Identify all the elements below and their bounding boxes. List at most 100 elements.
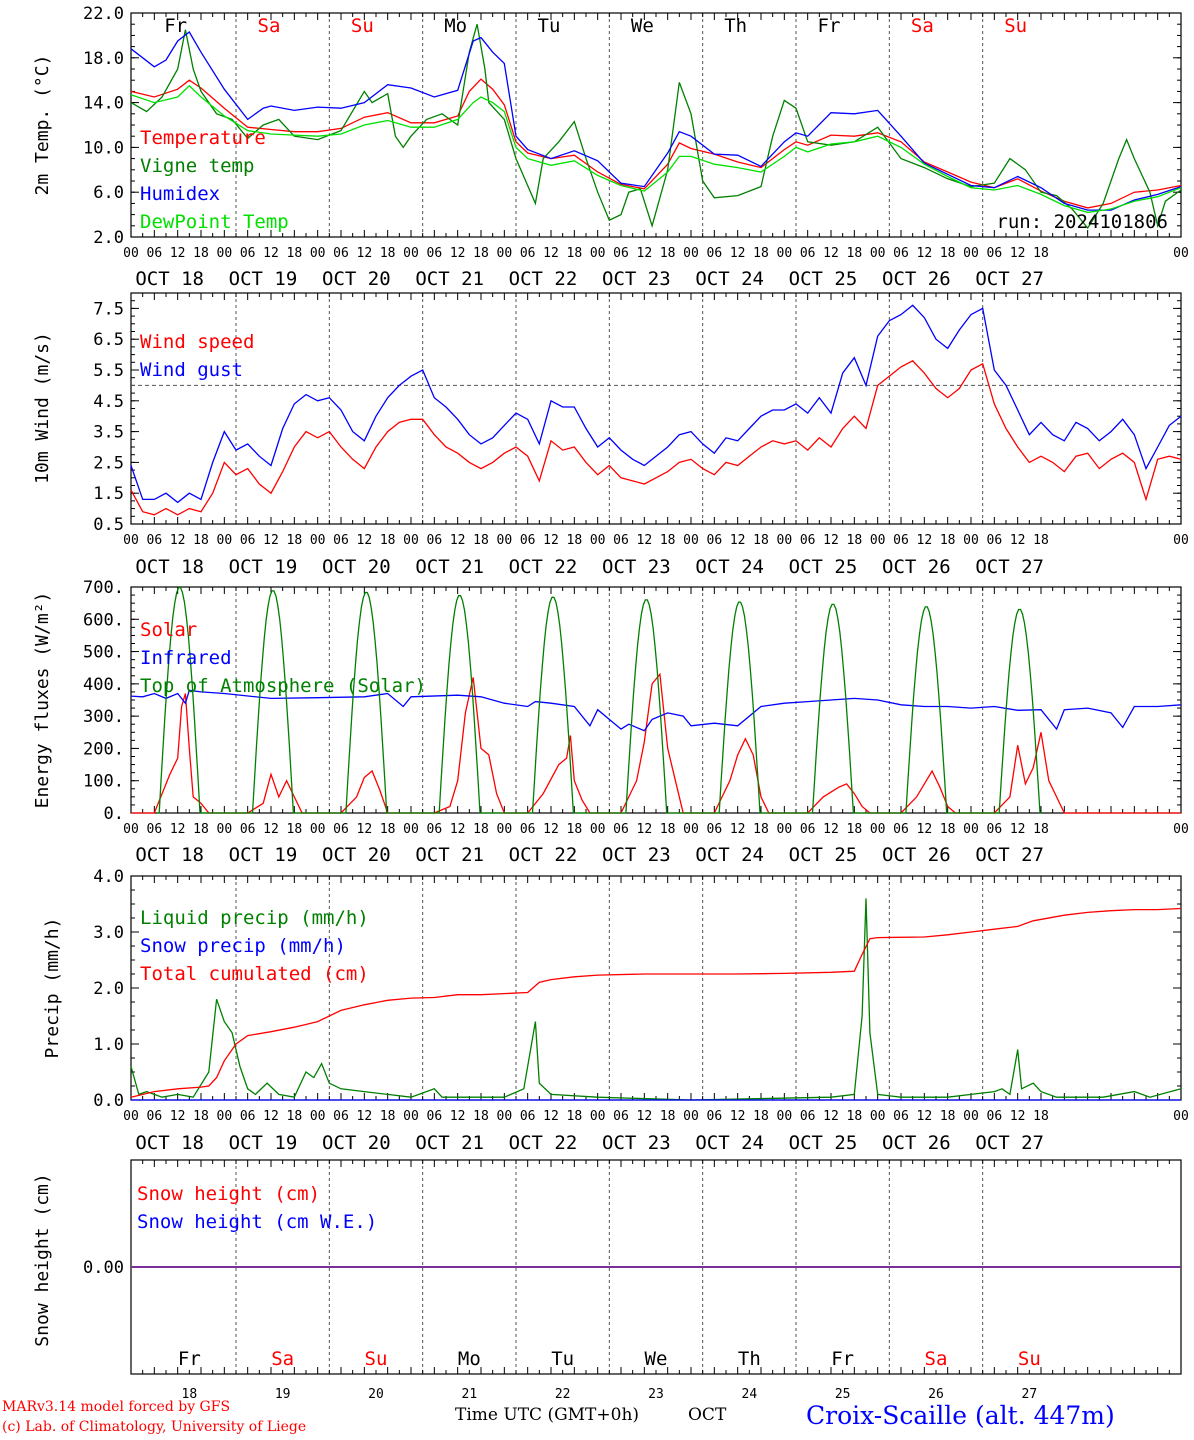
hour-label: 06: [427, 533, 443, 548]
hour-label: 00: [403, 822, 419, 837]
hour-label: 18: [380, 822, 396, 837]
hour-label: 12: [917, 533, 933, 548]
hour-label: 18: [193, 533, 209, 548]
legend-entry: Wind speed: [140, 331, 254, 353]
plot-frame: [130, 292, 1182, 525]
legend-entry: Snow height (cm W.E.): [137, 1211, 377, 1233]
legend-entry: Infrared: [140, 647, 232, 669]
hour-label: 12: [170, 1109, 186, 1124]
hour-label: 18: [567, 533, 583, 548]
hour-label: 12: [357, 246, 373, 261]
date-label: OCT 24: [695, 844, 764, 866]
hour-label: 12: [730, 533, 746, 548]
y-tick-label: 3.0: [93, 923, 124, 943]
hour-label: 18: [940, 246, 956, 261]
hour-label: 00: [403, 533, 419, 548]
y-tick-label: 700.: [83, 578, 124, 598]
hour-label: 18: [940, 1109, 956, 1124]
hour-label: 18: [753, 1109, 769, 1124]
hour-label: 18: [193, 822, 209, 837]
hour-label: 18: [660, 822, 676, 837]
date-label: OCT 21: [415, 556, 484, 578]
y-tick-label: 18.0: [83, 49, 124, 69]
hour-label: 18: [940, 533, 956, 548]
hour-label: 06: [147, 822, 163, 837]
hour-label: 12: [637, 246, 653, 261]
day-name: Th: [738, 1348, 761, 1370]
hour-label: 00: [590, 822, 606, 837]
day-number: 24: [742, 1387, 758, 1402]
hour-label: 12: [1010, 822, 1026, 837]
hour-label: 18: [287, 246, 303, 261]
panel-1: 2.0 6.0 10.0 14.0 18.0 22.0 2m Temp. (°C) 00 06 1…: [32, 4, 1189, 290]
hour-label: 18: [567, 1109, 583, 1124]
hour-label: 12: [450, 533, 466, 548]
day-name: Tu: [538, 15, 561, 37]
series-line: [130, 78, 1182, 209]
hour-label: 12: [263, 246, 279, 261]
hour-label: 00: [683, 533, 699, 548]
y-tick-label: 5.5: [93, 361, 124, 381]
day-name: Fr: [831, 1348, 854, 1370]
date-label: OCT 22: [509, 268, 578, 290]
legend-entry: Top of Atmosphere (Solar): [140, 675, 426, 697]
date-label: OCT 21: [415, 268, 484, 290]
hour-label: 00: [590, 533, 606, 548]
y-tick-label: 0.00: [83, 1258, 124, 1278]
day-name: Mo: [444, 15, 467, 37]
model-credit: MARv3.14 model forced by GFS: [2, 1399, 231, 1415]
hour-label: 00: [870, 246, 886, 261]
hour-label: 00: [123, 1109, 139, 1124]
day-name: Sa: [925, 1348, 948, 1370]
hour-label: 00: [497, 246, 513, 261]
hour-label: 06: [520, 822, 536, 837]
hour-label: 00: [403, 1109, 419, 1124]
day-name: Tu: [551, 1348, 574, 1370]
run-label: run: 2024101806: [996, 211, 1168, 233]
hour-label: 18: [287, 533, 303, 548]
hour-label: 06: [520, 246, 536, 261]
hour-label: 18: [660, 246, 676, 261]
hour-label: 12: [1010, 246, 1026, 261]
date-label: OCT 27: [975, 556, 1044, 578]
hour-label: 18: [567, 246, 583, 261]
hour-label: 12: [263, 1109, 279, 1124]
panel-4: 0.0 1.0 2.0 3.0 4.0 Precip (mm/h) 00 06 12 18 OCT …: [42, 867, 1189, 1154]
hour-label: 18: [753, 822, 769, 837]
legend-entry: Liquid precip (mm/h): [140, 907, 369, 929]
hour-label: 06: [707, 822, 723, 837]
hour-label: 12: [170, 533, 186, 548]
y-tick-label: 14.0: [83, 94, 124, 114]
hour-label: 06: [613, 1109, 629, 1124]
hour-label: 12: [543, 822, 559, 837]
hour-label: 12: [637, 533, 653, 548]
hour-label: 18: [847, 533, 863, 548]
y-axis-label: 10m Wind (m/s): [32, 332, 53, 484]
y-tick-label: 0.5: [93, 515, 124, 535]
hour-label: 00: [683, 1109, 699, 1124]
hour-label: 00: [497, 533, 513, 548]
hour-label: 12: [543, 533, 559, 548]
day-name: We: [645, 1348, 668, 1370]
hour-label: 06: [893, 246, 909, 261]
date-label: OCT 19: [229, 556, 298, 578]
hour-label: 18: [473, 533, 489, 548]
hour-label: 00: [870, 822, 886, 837]
hour-label: 18: [940, 822, 956, 837]
day-name: Su: [1004, 15, 1027, 37]
hour-label: 00: [963, 246, 979, 261]
hour-label: 06: [707, 246, 723, 261]
y-tick-label: 4.5: [93, 392, 124, 412]
hour-label: 06: [987, 533, 1003, 548]
hour-label: 00: [590, 246, 606, 261]
date-label: OCT 27: [975, 844, 1044, 866]
hour-label: 00: [963, 822, 979, 837]
hour-label: 06: [147, 246, 163, 261]
hour-label: 12: [357, 1109, 373, 1124]
series-line: [130, 24, 1182, 230]
date-label: OCT 23: [602, 268, 671, 290]
hour-label: 12: [450, 1109, 466, 1124]
date-label: OCT 25: [789, 268, 858, 290]
date-label: OCT 24: [695, 556, 764, 578]
hour-label: 12: [543, 246, 559, 261]
